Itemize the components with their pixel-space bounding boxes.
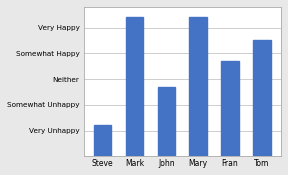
Bar <box>126 17 143 156</box>
Bar <box>221 61 239 156</box>
Bar <box>94 125 111 156</box>
Bar <box>190 17 207 156</box>
Bar <box>158 87 175 156</box>
Bar <box>253 40 271 156</box>
